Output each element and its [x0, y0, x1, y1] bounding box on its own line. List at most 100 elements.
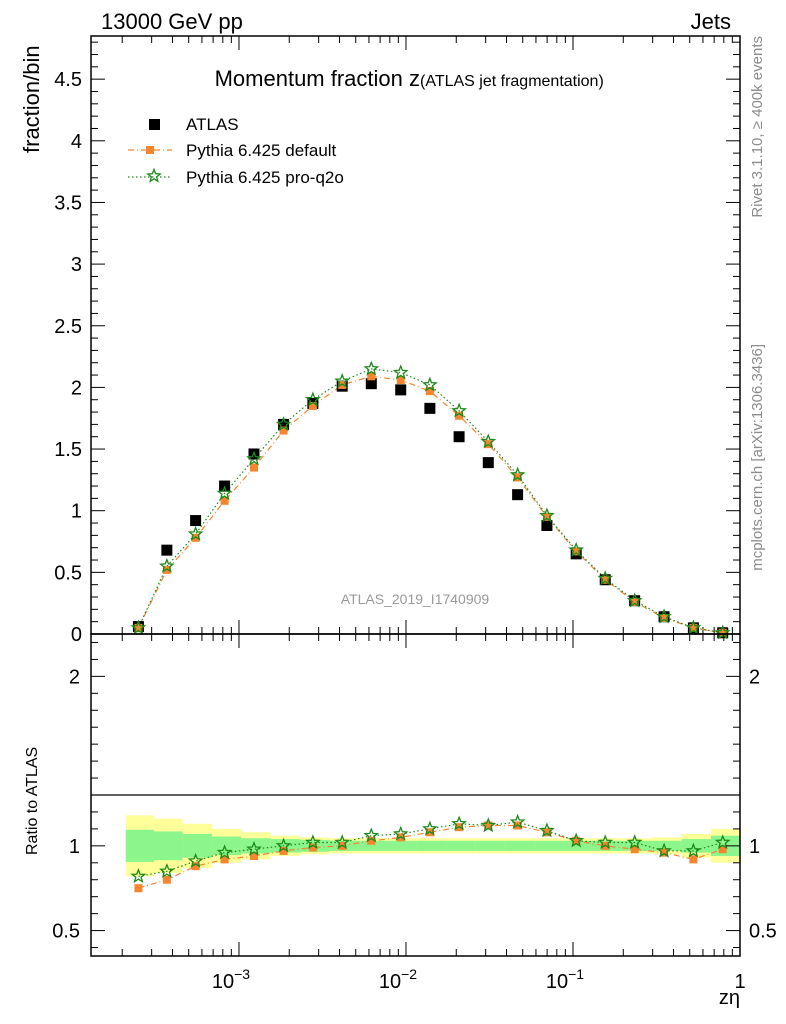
mcplots-label: mcplots.cern.ch [arXiv:1306.3436]	[749, 344, 766, 571]
main-y-tick-label: 1	[71, 501, 82, 523]
x-tick-label: 10−3	[212, 966, 250, 993]
ratio-default-point	[542, 828, 551, 837]
proq2o-point	[509, 466, 526, 482]
proq2o-point	[275, 416, 292, 432]
ratio-proq2o-point	[451, 815, 467, 831]
proq2o-line	[137, 368, 723, 634]
ratio-proq2o-point	[538, 822, 555, 838]
proq2o-point	[626, 592, 643, 608]
ratio-default-point	[689, 855, 698, 864]
proq2o-point	[538, 507, 555, 523]
ratio-proq2o-point	[275, 837, 292, 853]
ratio-y-tick-label-right: 2	[749, 666, 760, 688]
ratio-y-tick-label: 0.5	[52, 921, 80, 943]
main-axis-ticks: 0 0.5 1 1.5 2 2.5 3 3.5 4 4.5	[54, 36, 741, 646]
proq2o-point	[656, 608, 672, 624]
proq2o-point	[597, 570, 614, 586]
ratio-proq2o-point	[216, 844, 233, 860]
atlas-point	[424, 402, 436, 414]
ratio-band-inner	[387, 840, 418, 851]
legend-marker-proq2o	[146, 167, 162, 183]
ratio-proq2o-point	[158, 863, 175, 878]
ratio-band-inner	[446, 840, 476, 851]
ratio-uncertainty-bands	[125, 815, 740, 877]
proq2o-point	[130, 619, 147, 635]
x-tick-label: 10−2	[379, 966, 417, 993]
default-point	[425, 387, 434, 396]
ratio-band-inner	[212, 836, 242, 856]
x-axis-label: zη	[719, 987, 740, 1009]
analysis-watermark: ATLAS_2019_I1740909	[341, 591, 490, 607]
rivet-label: Rivet 3.1.10, ≥ 400k events	[749, 36, 766, 218]
ratio-band-inner	[358, 840, 388, 851]
ratio-default-point	[134, 884, 143, 893]
default-point	[191, 533, 200, 542]
main-y-tick-label: 3	[71, 254, 82, 276]
ratio-band-inner	[534, 840, 565, 851]
ratio-default-point	[572, 836, 581, 845]
plot-title: Momentum fraction z	[215, 66, 420, 91]
ratio-y-tick-label-right: 0.5	[749, 921, 777, 943]
main-data-layer	[130, 360, 731, 640]
atlas-point	[482, 457, 494, 469]
atlas-point	[190, 515, 202, 527]
proq2o-point	[334, 372, 351, 388]
main-y-tick-label: 3.5	[54, 192, 82, 214]
ratio-proq2o-point	[480, 817, 497, 833]
ratio-axis-ticks: 10−3 10−2 10−1 1 0.5 0.5 1 1 2 2	[52, 634, 777, 993]
ratio-proq2o-point	[509, 813, 526, 829]
ratio-proq2o-point	[246, 840, 262, 856]
ratio-data-layer	[130, 813, 731, 893]
ratio-proq2o-point	[685, 842, 702, 858]
main-panel: 0 0.5 1 1.5 2 2.5 3 3.5 4 4.5 Momentum fraction z…	[19, 35, 741, 646]
proq2o-point	[304, 391, 321, 407]
proq2o-point	[421, 376, 438, 392]
header-left: 13000 GeV pp	[101, 9, 243, 34]
atlas-point	[161, 544, 173, 556]
ratio-proq2o-point	[597, 834, 614, 850]
ratio-band-inner	[417, 840, 447, 851]
ratio-y-axis-label: Ratio to ATLAS	[24, 747, 41, 855]
default-point	[134, 623, 143, 632]
ratio-frame	[90, 633, 741, 957]
atlas-point	[278, 418, 290, 430]
legend: ATLAS Pythia 6.425 default Pythia 6.425 …	[128, 115, 344, 187]
default-point	[660, 613, 669, 622]
default-point	[162, 565, 171, 574]
proq2o-point	[451, 402, 468, 418]
plot-subtitle: (ATLAS jet fragmentation)	[420, 73, 604, 90]
ratio-band-inner	[241, 838, 271, 854]
proq2o-point	[246, 450, 262, 466]
proq2o-point	[685, 619, 702, 635]
ratio-band-inner	[270, 839, 301, 853]
default-point	[718, 628, 727, 637]
ratio-y-tick-label-right: 1	[749, 836, 760, 858]
legend-marker-atlas	[149, 119, 160, 130]
ratio-band-inner	[475, 840, 506, 851]
ratio-default-line	[138, 824, 723, 889]
ratio-proq2o-point	[130, 867, 147, 884]
ratio-proq2o-point	[626, 834, 643, 850]
proq2o-point	[480, 433, 497, 449]
x-tick-label: 1	[734, 971, 745, 993]
legend-label-default: Pythia 6.425 default	[186, 141, 337, 160]
atlas-point	[512, 489, 524, 501]
default-point	[338, 380, 347, 389]
main-y-tick-label: 0	[71, 624, 82, 646]
ratio-band-inner	[154, 831, 183, 861]
ratio-band-inner	[652, 840, 682, 851]
ratio-default-point	[279, 846, 288, 855]
default-point	[279, 426, 288, 435]
ratio-band-inner	[505, 840, 535, 851]
ratio-y-tick-label: 1	[69, 836, 80, 858]
default-point	[249, 463, 258, 472]
ratio-band-inner	[681, 839, 711, 853]
default-point	[308, 401, 317, 410]
legend-label-atlas: ATLAS	[186, 115, 239, 134]
ratio-default-point	[484, 821, 493, 830]
ratio-band-inner	[182, 833, 213, 858]
default-point	[455, 411, 464, 420]
proq2o-point	[392, 364, 409, 380]
ratio-proq2o-point	[304, 834, 321, 850]
ratio-proq2o-point	[187, 852, 204, 868]
